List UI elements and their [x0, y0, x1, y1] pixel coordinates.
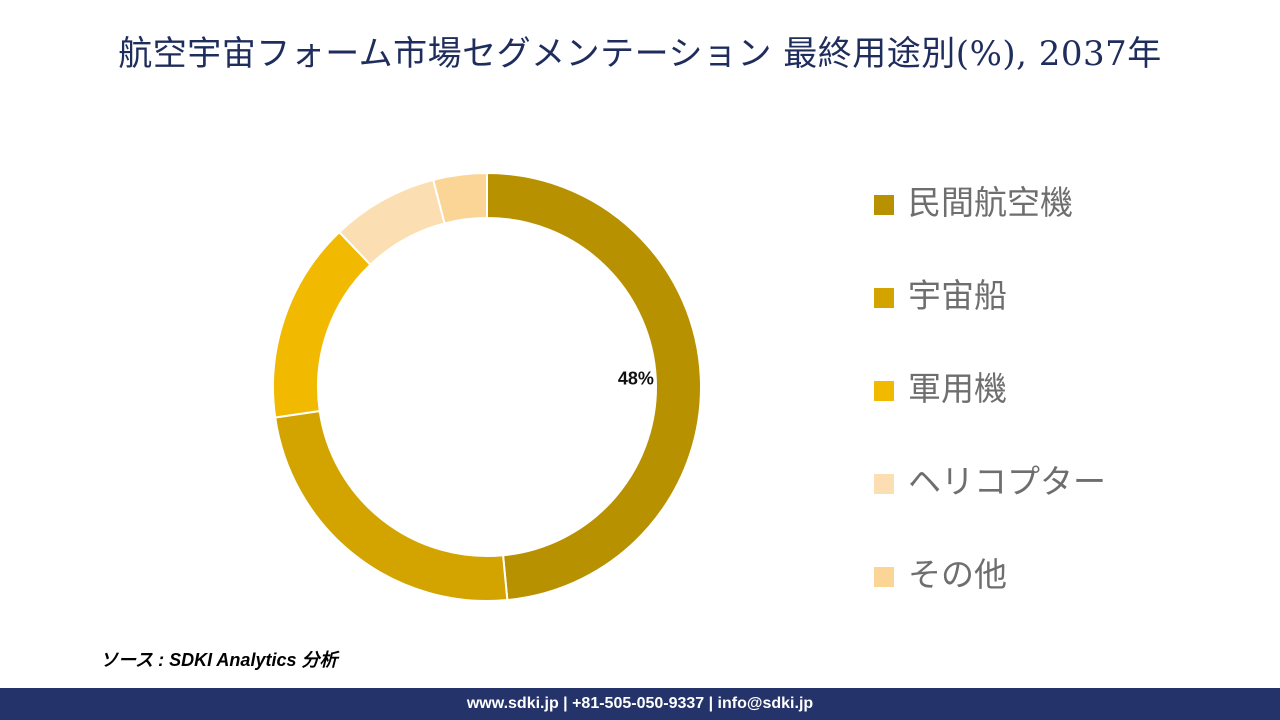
data-label-1: 48%	[618, 369, 654, 389]
legend-label: その他	[908, 555, 1007, 594]
chart-legend: 民間航空機宇宙船軍用機ヘリコプター その他	[874, 175, 1254, 640]
legend-swatch	[874, 381, 894, 401]
source-note: ソース : SDKI Analytics 分析	[100, 650, 338, 670]
legend-swatch	[874, 567, 894, 587]
legend-item: ヘリコプター	[874, 454, 1254, 547]
donut-slice-2	[274, 409, 509, 602]
chart-title: 航空宇宙フォーム市場セグメンテーション 最終用途別(%), 2037年	[118, 34, 1162, 74]
legend-label: 宇宙船	[908, 276, 1007, 315]
legend-item: その他	[874, 547, 1254, 640]
footer-contact-bar: www.sdki.jp | +81-505-050-9337 | info@sd…	[0, 688, 1280, 720]
donut-slice-3	[272, 230, 372, 419]
legend-label: 軍用機	[908, 369, 1007, 408]
legend-label: ヘリコプター	[908, 462, 1106, 501]
legend-swatch	[874, 474, 894, 494]
legend-swatch	[874, 288, 894, 308]
donut-chart: 48%	[272, 171, 702, 602]
legend-swatch	[874, 195, 894, 215]
donut-slice-1	[486, 171, 702, 602]
legend-item: 民間航空機	[874, 175, 1254, 268]
legend-item: 宇宙船	[874, 268, 1254, 361]
legend-label: 民間航空機	[908, 183, 1073, 222]
legend-item: 軍用機	[874, 361, 1254, 454]
donut-slice-5	[432, 171, 488, 225]
